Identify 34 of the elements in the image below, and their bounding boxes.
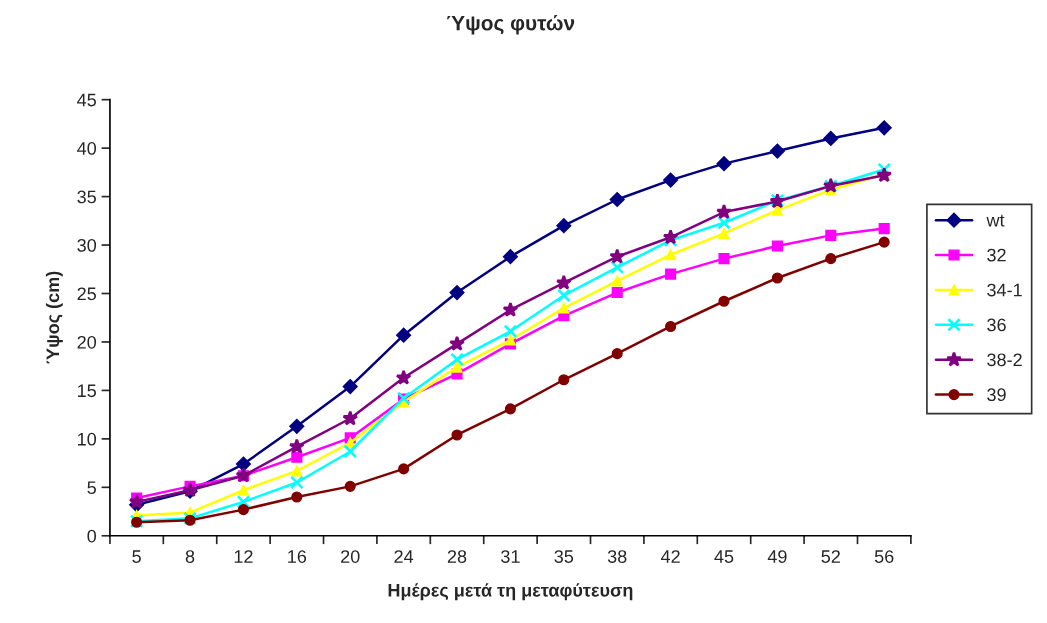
x-tick-label: 8 [185,550,195,563]
y-tick-label: 0 [87,529,97,543]
y-tick-label: 15 [78,384,96,398]
y-tick-label: 20 [77,335,97,349]
legend-label: 38-2 [987,353,1022,367]
y-tick-label: 10 [78,432,97,446]
x-tick-label: 56 [874,550,894,563]
y-tick-label: 25 [77,287,96,301]
x-tick-label: 45 [714,550,734,563]
y-tick-label: 5 [87,481,96,495]
legend-label: 36 [987,318,1006,332]
legend-label: wt [986,214,1005,227]
x-axis-title: Ημέρες μετά τη μεταφύτευση [388,583,633,601]
legend-label: 34-1 [987,283,1022,297]
x-tick-label: 20 [341,550,360,563]
x-tick-label: 38 [607,550,627,563]
x-tick-label: 42 [660,550,680,563]
x-tick-label: 12 [234,550,253,563]
y-tick-label: 45 [77,93,96,107]
x-tick-label: 5 [132,550,141,563]
y-axis-title: Ύψος (cm) [45,271,63,364]
y-tick-label: 30 [77,238,97,252]
chart-title: Ύψος φυτών [447,14,575,35]
x-tick-label: 31 [501,550,520,563]
x-tick-label: 16 [288,550,307,563]
legend-label: 32 [987,248,1006,262]
x-tick-label: 24 [394,550,414,563]
y-tick-label: 40 [77,142,97,155]
x-tick-label: 49 [767,550,787,563]
x-tick-label: 28 [447,550,467,563]
x-tick-label: 52 [821,550,840,563]
legend-label: 39 [987,388,1006,402]
y-tick-label: 35 [77,190,96,204]
x-tick-label: 35 [554,550,574,563]
